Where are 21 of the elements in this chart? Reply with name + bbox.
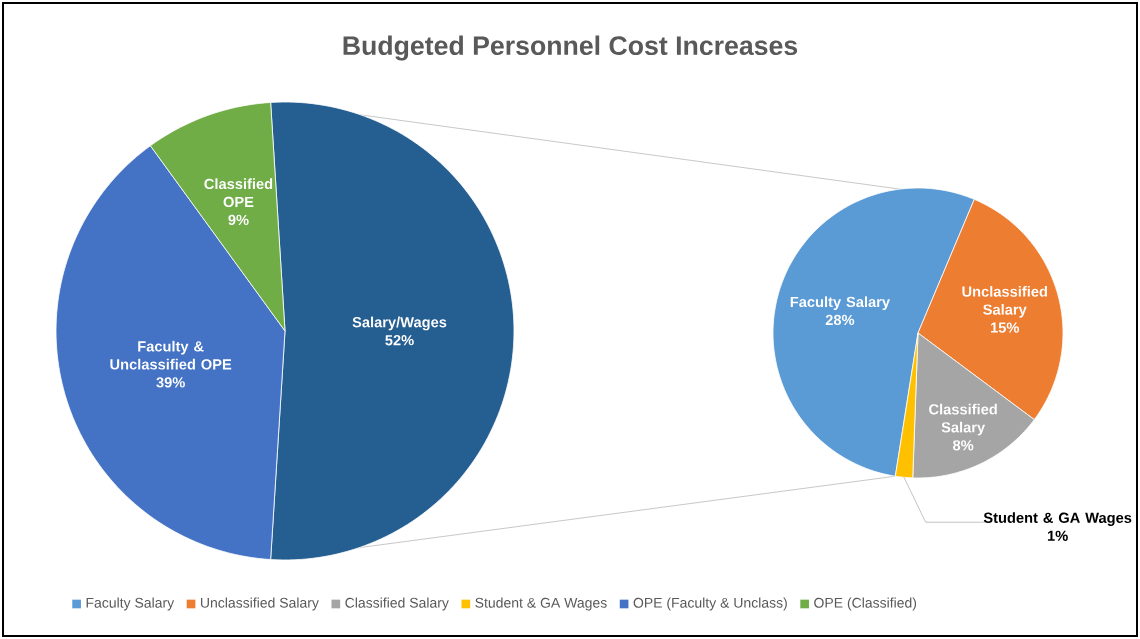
text: Budgeted Personnel Cost Increases — [343, 35, 798, 61]
slice-label: Unclassified Salary — [962, 285, 1047, 318]
category-label: Unclassified Salary — [200, 597, 319, 611]
slice-label: Salary/Wages — [352, 316, 447, 331]
slice-label: Classified OPE — [204, 178, 273, 208]
category-label: OPE (Faculty & Unclass) — [633, 597, 787, 611]
slice-label: Faculty & Unclassified OPE — [110, 340, 232, 370]
slice-label: Student & GA Wages — [983, 512, 1132, 526]
slice-label: Faculty Salary — [790, 296, 890, 310]
data-label: 39% — [156, 377, 185, 388]
category-label: Classified Salary — [345, 597, 449, 611]
data-label: 15% — [990, 322, 1020, 333]
category-label: Faculty Salary — [86, 597, 175, 611]
category-label: OPE (Classified) — [814, 597, 917, 611]
data-label: 9% — [228, 214, 249, 226]
data-label: 8% — [953, 440, 974, 451]
category-label: Student & GA Wages — [475, 597, 607, 611]
data-label: 1% — [1047, 530, 1068, 541]
data-label: 28% — [825, 314, 855, 326]
data-label: 52% — [385, 335, 414, 346]
slice-label: Classified Salary — [929, 403, 997, 436]
